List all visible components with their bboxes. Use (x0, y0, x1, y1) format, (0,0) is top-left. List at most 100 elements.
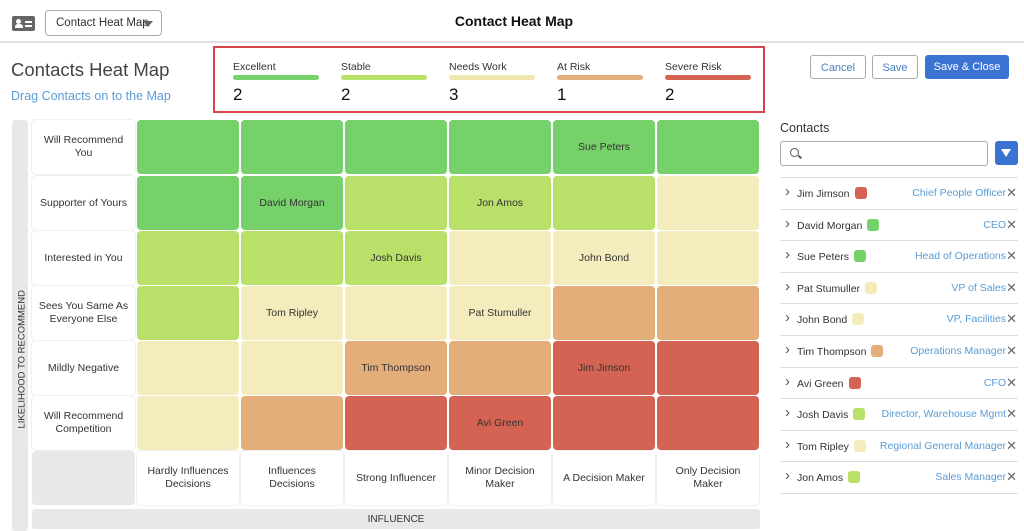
heatmap-cell[interactable] (345, 120, 447, 174)
contact-list-item[interactable]: › Sue Peters Head of Operations ✕ (780, 241, 1018, 273)
heatmap-cell[interactable] (657, 120, 759, 174)
heatmap-cell[interactable] (241, 231, 343, 285)
save-close-button[interactable]: Save & Close (925, 55, 1009, 79)
contact-name-text: Josh Davis (797, 409, 849, 422)
contact-name: John Bond (797, 313, 865, 326)
heatmap-cell[interactable] (657, 176, 759, 230)
heatmap-cell[interactable] (241, 120, 343, 174)
chevron-right-icon[interactable]: › (785, 435, 790, 453)
heatmap-cell[interactable] (241, 341, 343, 395)
status-swatch (867, 218, 880, 231)
contact-role-link[interactable]: VP of Sales (951, 281, 1006, 294)
y-axis-label: LIKELIHOOD TO RECOMMEND (16, 290, 28, 429)
heatmap-cell[interactable]: Sue Peters (553, 120, 655, 174)
heatmap-cell[interactable] (137, 286, 239, 340)
legend-color-bar (341, 75, 427, 80)
heatmap-cell[interactable] (137, 120, 239, 174)
heatmap-cell[interactable] (449, 120, 551, 174)
heatmap-cell[interactable] (345, 176, 447, 230)
heatmap-cell[interactable]: John Bond (553, 231, 655, 285)
contact-role-link[interactable]: Chief People Officer (912, 187, 1006, 199)
chevron-right-icon[interactable]: › (785, 372, 790, 390)
page-title: Contacts Heat Map (11, 59, 170, 80)
remove-icon[interactable]: ✕ (1006, 311, 1017, 327)
contact-role-link[interactable]: CEO (983, 218, 1006, 231)
cancel-button[interactable]: Cancel (810, 55, 866, 79)
heatmap-cell[interactable] (553, 396, 655, 450)
contact-role-link[interactable]: Regional General Manager (879, 439, 1006, 452)
contact-name: Pat Stumuller (797, 281, 878, 295)
heatmap-cell[interactable]: Avi Green (449, 396, 551, 450)
contact-role-link[interactable]: CFO (983, 376, 1006, 389)
contact-search-input[interactable] (780, 141, 988, 166)
remove-icon[interactable]: ✕ (1006, 216, 1017, 232)
chevron-right-icon[interactable]: › (785, 467, 790, 485)
status-swatch (848, 376, 861, 389)
heatmap-cell[interactable]: Tom Ripley (241, 286, 343, 340)
chevron-right-icon[interactable]: › (785, 309, 790, 327)
heatmap-cell[interactable] (137, 176, 239, 230)
remove-icon[interactable]: ✕ (1006, 342, 1017, 358)
save-button[interactable]: Save (872, 55, 918, 79)
heatmap-cell[interactable] (137, 231, 239, 285)
heatmap-cell[interactable]: David Morgan (241, 176, 343, 230)
contact-list-item[interactable]: › Jon Amos Sales Manager ✕ (780, 462, 1018, 494)
heatmap-cell[interactable] (137, 396, 239, 450)
legend-item-1: Stable 2 (341, 61, 427, 105)
chevron-right-icon[interactable]: › (785, 246, 790, 264)
remove-icon[interactable]: ✕ (1006, 406, 1017, 422)
contact-list-item[interactable]: › Jim Jimson Chief People Officer ✕ (780, 178, 1018, 210)
remove-icon[interactable]: ✕ (1006, 279, 1017, 295)
contact-role-link[interactable]: Sales Manager (935, 471, 1006, 484)
heatmap-cell[interactable]: Jon Amos (449, 176, 551, 230)
contact-role-link[interactable]: VP, Facilities (946, 313, 1006, 326)
remove-icon[interactable]: ✕ (1006, 374, 1017, 390)
remove-icon[interactable]: ✕ (1006, 248, 1017, 264)
column-label: Minor Decision Maker (449, 451, 551, 505)
chevron-right-icon[interactable]: › (785, 404, 790, 422)
heatmap-cell[interactable] (657, 231, 759, 285)
contact-list-item[interactable]: › Tom Ripley Regional General Manager ✕ (780, 431, 1018, 463)
contact-list-item[interactable]: › Pat Stumuller VP of Sales ✕ (780, 273, 1018, 305)
x-axis-bar: INFLUENCE (32, 509, 760, 529)
contact-list-item[interactable]: › Tim Thompson Operations Manager ✕ (780, 336, 1018, 368)
heatmap-cell[interactable] (553, 176, 655, 230)
remove-icon[interactable]: ✕ (1006, 469, 1017, 485)
heatmap-cell[interactable] (657, 286, 759, 340)
heatmap-cell[interactable] (449, 341, 551, 395)
legend-count: 1 (557, 85, 567, 104)
remove-icon[interactable]: ✕ (1006, 185, 1017, 200)
contact-role-link[interactable]: Director, Warehouse Mgmt (881, 408, 1006, 421)
column-label: Hardly Influences Decisions (137, 451, 239, 505)
chevron-right-icon[interactable]: › (785, 183, 790, 200)
contact-list-item[interactable]: › David Morgan CEO ✕ (780, 210, 1018, 242)
contact-role-link[interactable]: Operations Manager (910, 344, 1006, 357)
legend-item-0: Excellent 2 (233, 61, 319, 105)
chevron-right-icon[interactable]: › (785, 214, 790, 232)
row-label: Mildly Negative (32, 341, 135, 395)
chevron-right-icon[interactable]: › (785, 340, 790, 358)
contact-name: Tom Ripley (797, 439, 866, 453)
heatmap-cell[interactable] (449, 231, 551, 285)
contact-list-item[interactable]: › Josh Davis Director, Warehouse Mgmt ✕ (780, 399, 1018, 431)
heatmap-cell[interactable]: Jim Jimson (553, 341, 655, 395)
chevron-right-icon[interactable]: › (785, 277, 790, 295)
remove-icon[interactable]: ✕ (1006, 437, 1017, 453)
heatmap-cell[interactable] (657, 396, 759, 450)
heatmap-cell[interactable]: Tim Thompson (345, 341, 447, 395)
view-dropdown[interactable]: Contact Heat Map (45, 10, 162, 36)
contact-list-item[interactable]: › John Bond VP, Facilities ✕ (780, 304, 1018, 336)
heatmap-cell[interactable] (241, 396, 343, 450)
heatmap-cell[interactable] (657, 341, 759, 395)
filter-button[interactable] (995, 141, 1018, 165)
legend-color-bar (665, 75, 751, 80)
heatmap-cell[interactable] (137, 341, 239, 395)
heatmap-cell[interactable]: Josh Davis (345, 231, 447, 285)
heatmap-cell[interactable] (345, 286, 447, 340)
contact-list-item[interactable]: › Avi Green CFO ✕ (780, 368, 1018, 400)
heatmap-cell[interactable] (345, 396, 447, 450)
drag-contacts-link[interactable]: Drag Contacts on to the Map (11, 89, 171, 103)
heatmap-cell[interactable] (553, 286, 655, 340)
contact-role-link[interactable]: Head of Operations (914, 250, 1006, 263)
heatmap-cell[interactable]: Pat Stumuller (449, 286, 551, 340)
